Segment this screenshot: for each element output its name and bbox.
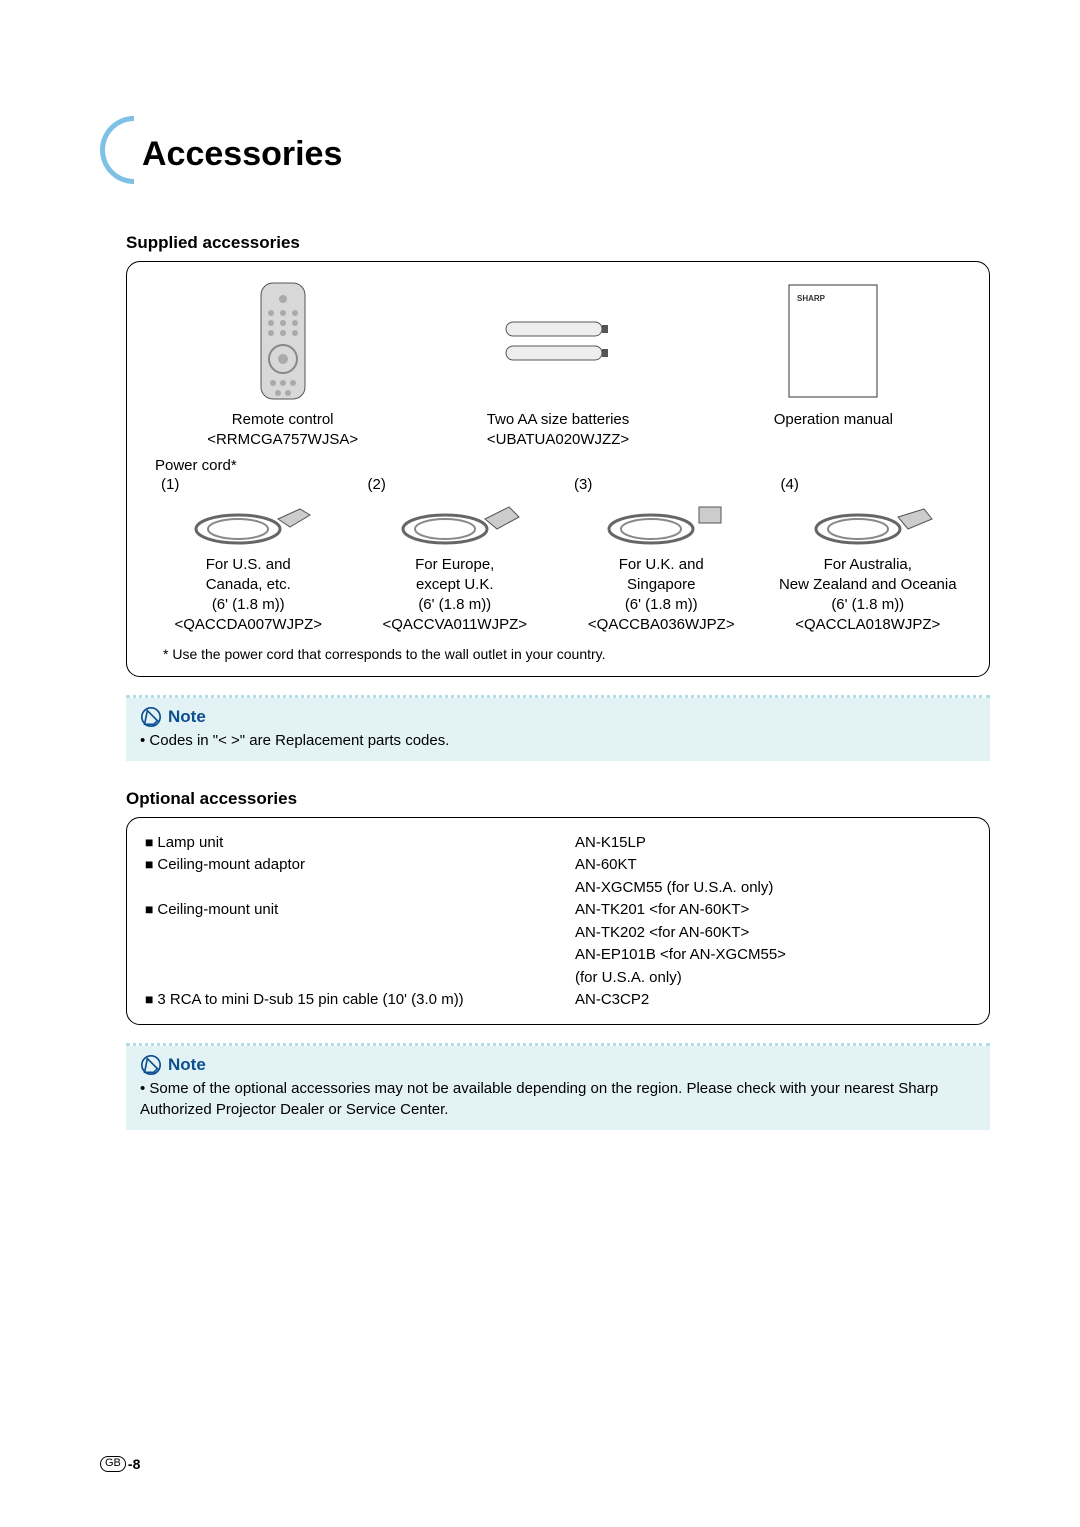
supplied-box: Remote control <RRMCGA757WJSA> Two AA si… [126,261,990,677]
note-body: Some of the optional accessories may not… [140,1078,976,1120]
supplied-item: Two AA size batteries <UBATUA020WJZZ> [420,276,695,451]
cord-item: (2) For Europe, except U.K. (6' (1.8 m))… [352,476,559,636]
cord-length: (6' (1.8 m)) [831,596,904,613]
supplied-item: Remote control <RRMCGA757WJSA> [145,276,420,451]
cord-label: For U.K. and Singapore (6' (1.8 m)) <QAC… [564,555,759,636]
cord-item: (1) For U.S. and Canada, etc. (6' (1.8 m… [145,476,352,636]
cord-item: (3) For U.K. and Singapore (6' (1.8 m)) … [558,476,765,636]
supplied-items-row: Remote control <RRMCGA757WJSA> Two AA si… [145,276,971,451]
item-name: Operation manual [774,411,893,428]
optional-right: AN-EP101B <for AN-XGCM55> [575,944,971,967]
cord-num: (3) [564,476,759,493]
page-title: Accessories [142,135,342,174]
cord-region: For Australia, New Zealand and Oceania [779,556,957,593]
optional-heading: Optional accessories [126,789,990,809]
item-code: <RRMCGA757WJSA> [207,431,358,448]
note-icon [140,706,162,728]
cord-icon [771,493,966,551]
cord-num: (4) [771,476,966,493]
note-box: Note Some of the optional accessories ma… [126,1046,990,1130]
cord-region: For U.K. and Singapore [619,556,704,593]
footnote: * Use the power cord that corresponds to… [163,646,971,662]
cord-code: <QACCLA018WJPZ> [795,616,940,633]
optional-right: AN-XGCM55 (for U.S.A. only) [575,877,971,900]
cord-region: For Europe, except U.K. [415,556,494,593]
optional-right: AN-TK201 <for AN-60KT> [575,899,971,922]
optional-row: Ceiling-mount unitAN-TK201 <for AN-60KT> [145,899,971,922]
item-label: Operation manual [774,410,893,430]
note-title: Note [168,707,206,727]
cord-length: (6' (1.8 m)) [212,596,285,613]
cord-icon [358,493,553,551]
optional-row: Ceiling-mount adaptorAN-60KT [145,854,971,877]
note-text: Codes in "< >" are Replacement parts cod… [140,732,449,749]
cord-num: (1) [151,476,346,493]
power-cord-heading: Power cord* [155,457,971,474]
cord-code: <QACCDA007WJPZ> [174,616,322,633]
supplied-heading: Supplied accessories [126,233,990,253]
optional-row: Lamp unitAN-K15LP [145,832,971,855]
page: Accessories Supplied accessories R [0,0,1080,1527]
optional-left: Ceiling-mount adaptor [145,854,575,877]
cord-icon [151,493,346,551]
item-name: Remote control [232,411,334,428]
remote-icon [255,276,311,406]
cord-label: For U.S. and Canada, etc. (6' (1.8 m)) <… [151,555,346,636]
cord-num: (2) [358,476,553,493]
optional-row: AN-XGCM55 (for U.S.A. only) [145,877,971,900]
header: Accessories [100,120,990,188]
optional-right: AN-60KT [575,854,971,877]
optional-left: Lamp unit [145,832,575,855]
optional-left [145,944,575,967]
note-title: Note [168,1055,206,1075]
page-num-text: -8 [128,1456,140,1472]
cord-length: (6' (1.8 m)) [418,596,491,613]
item-label: Remote control <RRMCGA757WJSA> [207,410,358,451]
optional-left: 3 RCA to mini D-sub 15 pin cable (10' (3… [145,989,575,1012]
optional-right: (for U.S.A. only) [575,967,971,990]
optional-box: Lamp unitAN-K15LPCeiling-mount adaptorAN… [126,817,990,1025]
optional-row: AN-EP101B <for AN-XGCM55> [145,944,971,967]
supplied-item: SHARP Operation manual [696,276,971,451]
note-header: Note [140,1054,976,1076]
cord-code: <QACCBA036WJPZ> [588,616,735,633]
optional-right: AN-C3CP2 [575,989,971,1012]
gb-badge: GB [100,1456,126,1471]
optional-left: Ceiling-mount unit [145,899,575,922]
page-number: GB -8 [100,1456,140,1472]
optional-row: AN-TK202 <for AN-60KT> [145,922,971,945]
optional-left [145,922,575,945]
header-arc-icon [100,116,134,184]
note-box: Note Codes in "< >" are Replacement part… [126,698,990,761]
item-label: Two AA size batteries <UBATUA020WJZZ> [487,410,630,451]
note-body: Codes in "< >" are Replacement parts cod… [140,730,976,751]
cord-icon [564,493,759,551]
optional-right: AN-TK202 <for AN-60KT> [575,922,971,945]
optional-row: 3 RCA to mini D-sub 15 pin cable (10' (3… [145,989,971,1012]
cord-length: (6' (1.8 m)) [625,596,698,613]
note-header: Note [140,706,976,728]
item-code: <UBATUA020WJZZ> [487,431,629,448]
optional-left [145,877,575,900]
battery-icon [498,276,618,406]
cord-region: For U.S. and Canada, etc. [206,556,291,593]
cord-item: (4) For Australia, New Zealand and Ocean… [765,476,972,636]
cord-code: <QACCVA011WJPZ> [383,616,528,633]
optional-row: (for U.S.A. only) [145,967,971,990]
optional-left [145,967,575,990]
note-text: Some of the optional accessories may not… [140,1080,938,1118]
note-icon [140,1054,162,1076]
cord-label: For Australia, New Zealand and Oceania (… [771,555,966,636]
cords-row: (1) For U.S. and Canada, etc. (6' (1.8 m… [145,476,971,636]
optional-right: AN-K15LP [575,832,971,855]
cord-label: For Europe, except U.K. (6' (1.8 m)) <QA… [358,555,553,636]
manual-icon: SHARP [783,276,883,406]
svg-text:SHARP: SHARP [797,294,826,303]
item-name: Two AA size batteries [487,411,630,428]
